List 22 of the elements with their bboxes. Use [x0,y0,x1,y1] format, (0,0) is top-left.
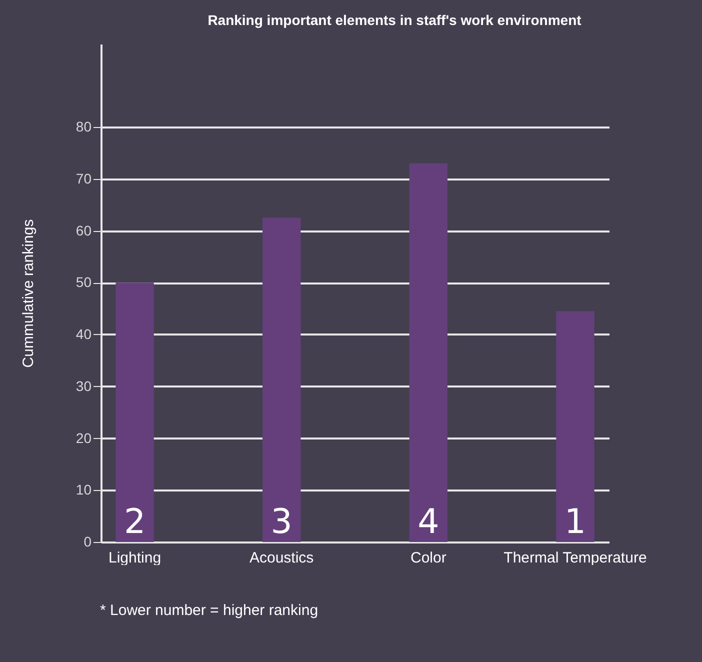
bar [556,311,594,542]
y-tick-label: 0 [84,534,92,550]
text: * Lower number = higher ranking [100,602,318,619]
y-tick-label: 30 [76,378,92,394]
y-tick-label: 60 [76,222,92,238]
y-tick-label: 40 [76,326,92,342]
annotation: 4 [418,502,440,542]
y-tick-label: 20 [76,430,92,446]
y-tick-label: 50 [76,274,92,290]
bar [116,282,154,542]
x-tick-label: Color [410,550,446,566]
bar [262,218,301,542]
annotation: 2 [124,502,146,542]
x-tick-label: Acoustics [249,550,314,566]
annotation: 3 [270,502,292,542]
y-tick-label: 80 [76,118,92,134]
y-tick-label: 10 [76,482,92,498]
chart-title: Ranking important elements in staff's work environment [208,12,582,28]
y-axis-title: Cummulative rankings [20,219,37,368]
y-tick-label: 70 [76,170,92,186]
bar [409,163,448,542]
annotation: 1 [564,502,586,542]
